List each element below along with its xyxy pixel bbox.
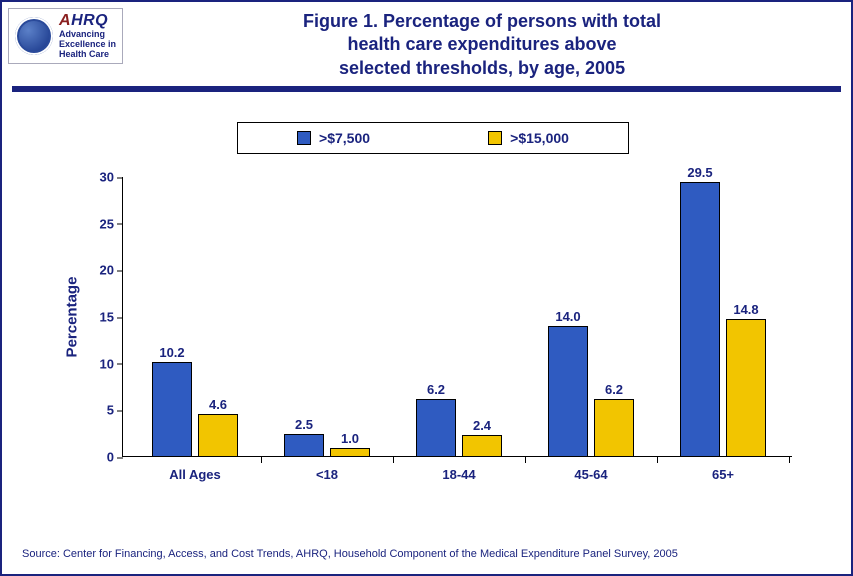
y-tick: 30 (100, 170, 122, 185)
legend-label-1: >$7,500 (319, 130, 370, 146)
x-tick-mark (525, 457, 526, 463)
bar: 14.0 (548, 326, 588, 457)
ahrq-logo: AHRQ Advancing Excellence in Health Care (8, 8, 123, 64)
header: AHRQ Advancing Excellence in Health Care… (2, 2, 851, 80)
ahrq-brand-a: A (59, 12, 71, 29)
bar-value-label: 2.4 (473, 418, 491, 436)
plot-area: 05101520253010.24.6All Ages2.51.0<186.22… (122, 177, 792, 457)
figure-title-line-2: health care expenditures above (123, 33, 841, 56)
bar-value-label: 1.0 (341, 431, 359, 449)
bar: 2.5 (284, 434, 324, 457)
x-tick-mark (789, 457, 790, 463)
y-tick: 15 (100, 310, 122, 325)
header-rule (12, 86, 841, 92)
source-note: Source: Center for Financing, Access, an… (22, 548, 678, 560)
bar-value-label: 2.5 (295, 417, 313, 435)
x-tick-label: <18 (316, 457, 338, 482)
y-tick: 5 (107, 403, 122, 418)
y-tick: 0 (107, 450, 122, 465)
x-tick-mark (261, 457, 262, 463)
bar-value-label: 14.8 (733, 302, 758, 320)
x-tick-label: 45-64 (574, 457, 607, 482)
figure-title-line-3: selected thresholds, by age, 2005 (123, 57, 841, 80)
bar-value-label: 14.0 (555, 309, 580, 327)
x-tick-mark (657, 457, 658, 463)
bar-value-label: 4.6 (209, 397, 227, 415)
bar: 1.0 (330, 448, 370, 457)
bar: 6.2 (594, 399, 634, 457)
bar: 14.8 (726, 319, 766, 457)
y-tick: 20 (100, 263, 122, 278)
hhs-seal-icon (15, 17, 53, 55)
chart: Percentage >$7,500 >$15,000 0 5 10 15 20 25 30… (62, 122, 812, 502)
bar-value-label: 6.2 (427, 382, 445, 400)
ahrq-logo-text: AHRQ Advancing Excellence in Health Care (59, 13, 116, 59)
figure-frame: AHRQ Advancing Excellence in Health Care… (0, 0, 853, 576)
legend-swatch-1 (297, 131, 311, 145)
x-tick-label: 18-44 (442, 457, 475, 482)
x-tick-label: All Ages (169, 457, 221, 482)
legend: >$7,500 >$15,000 (237, 122, 629, 154)
x-tick-mark (393, 457, 394, 463)
y-axis-label: Percentage (64, 277, 81, 358)
x-tick-label: 65+ (712, 457, 734, 482)
bar-value-label: 6.2 (605, 382, 623, 400)
bar: 4.6 (198, 414, 238, 457)
bar: 6.2 (416, 399, 456, 457)
bar-value-label: 29.5 (687, 165, 712, 183)
bar: 10.2 (152, 362, 192, 457)
legend-label-2: >$15,000 (510, 130, 569, 146)
bar-value-label: 10.2 (159, 345, 184, 363)
bar: 29.5 (680, 182, 720, 457)
legend-item-2: >$15,000 (488, 130, 569, 146)
figure-title: Figure 1. Percentage of persons with tot… (123, 8, 841, 80)
legend-swatch-2 (488, 131, 502, 145)
ahrq-tagline-3: Health Care (59, 50, 116, 60)
legend-item-1: >$7,500 (297, 130, 370, 146)
bar: 2.4 (462, 435, 502, 457)
y-tick: 10 (100, 356, 122, 371)
figure-title-line-1: Figure 1. Percentage of persons with tot… (123, 10, 841, 33)
ahrq-brand-hrq: HRQ (71, 12, 108, 29)
y-tick: 25 (100, 216, 122, 231)
ahrq-brand: AHRQ (59, 13, 116, 30)
